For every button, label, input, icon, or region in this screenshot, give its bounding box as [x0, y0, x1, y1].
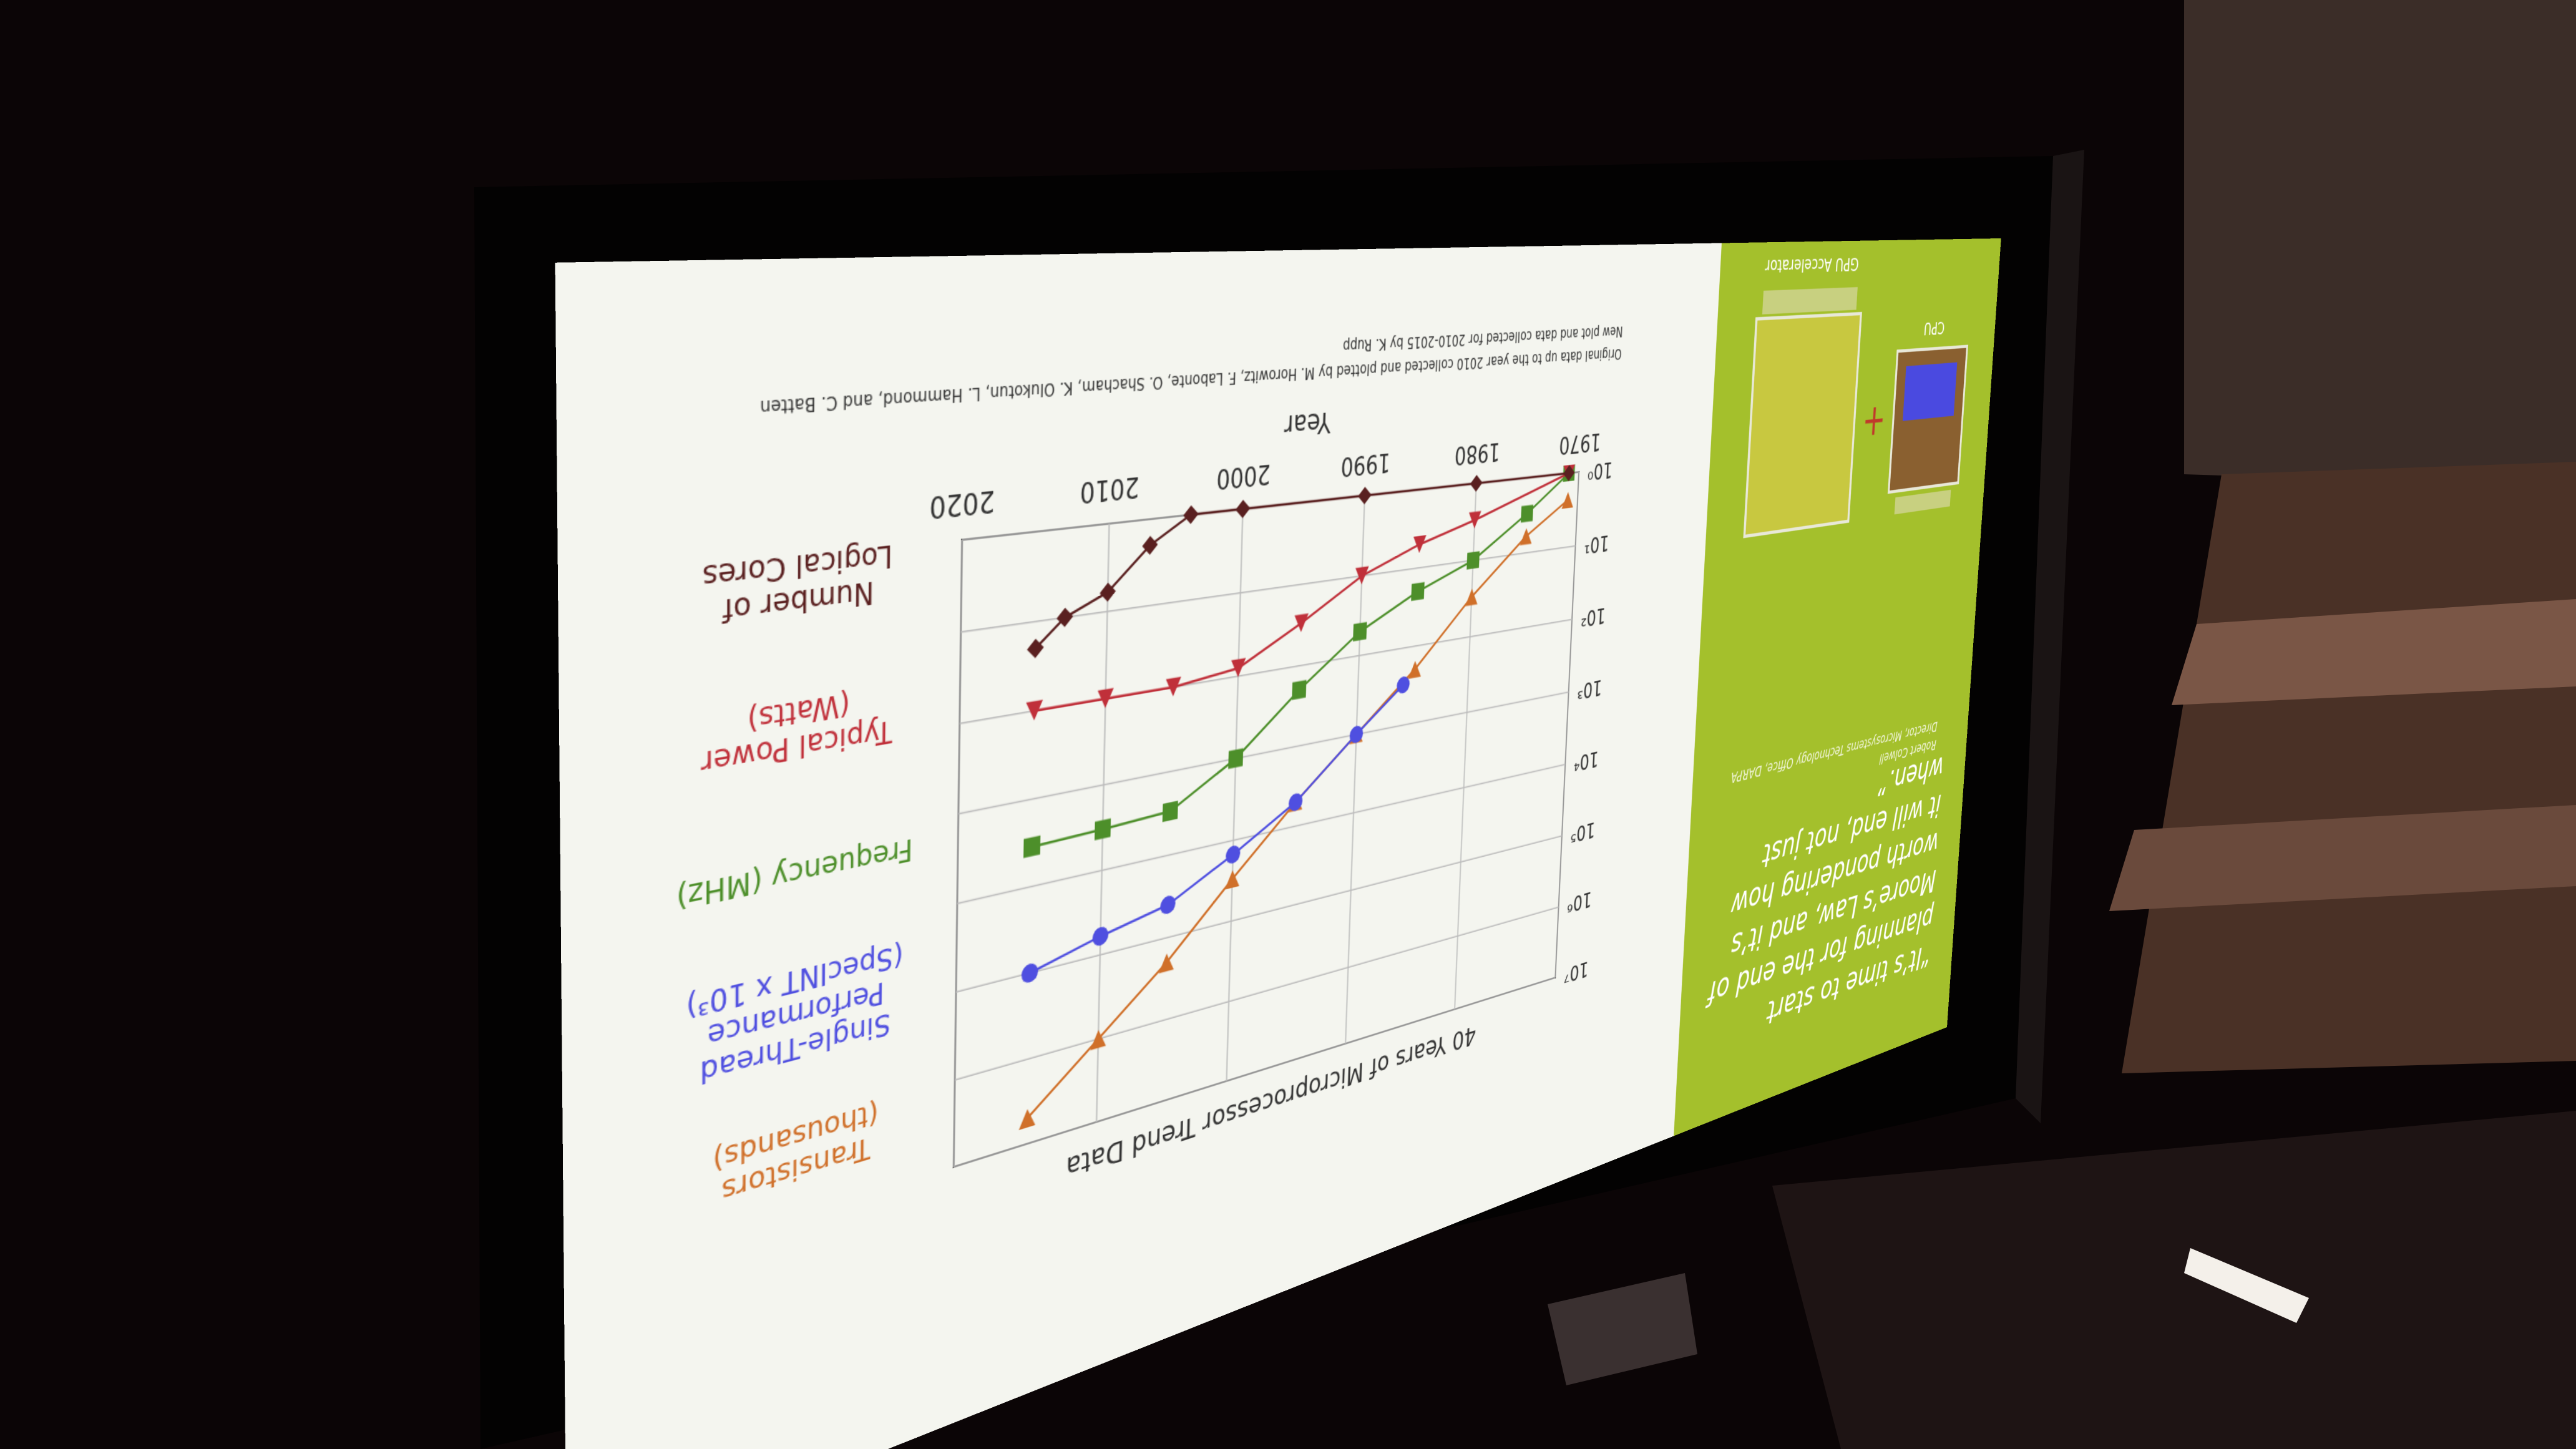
- trend-line: [1032, 473, 1569, 847]
- grid-line: [955, 907, 1558, 1080]
- data-point: [1292, 680, 1306, 700]
- data-point: [1160, 894, 1176, 916]
- data-point: [1022, 962, 1038, 985]
- y-tick-label: 10⁵: [1570, 816, 1596, 846]
- data-point: [1183, 505, 1199, 525]
- data-point: [1090, 1028, 1106, 1050]
- grid-line: [956, 836, 1562, 992]
- data-point: [1226, 844, 1241, 866]
- grid-line: [957, 764, 1565, 904]
- data-point: [1562, 491, 1574, 509]
- plus-sign: +: [1860, 395, 1888, 449]
- credit: Original data up to the year 2010 collec…: [760, 345, 1622, 417]
- data-point: [1411, 582, 1425, 601]
- data-point: [1397, 675, 1410, 695]
- x-tick-label: 2020: [929, 483, 995, 524]
- data-point: [1470, 474, 1483, 492]
- y-tick-label: 10⁰: [1587, 457, 1613, 484]
- x-tick-label: 2000: [1216, 457, 1271, 494]
- grid-line: [959, 692, 1569, 814]
- x-axis-label: Year: [1284, 406, 1332, 442]
- x-tick-label: 2010: [1080, 470, 1139, 509]
- gpu-label: GPU Accelerator: [1748, 253, 1875, 277]
- y-tick-label: 10¹: [1584, 530, 1610, 558]
- data-point: [1521, 505, 1533, 523]
- data-point: [1520, 527, 1532, 545]
- data-point: [1465, 588, 1478, 607]
- data-point: [1294, 613, 1309, 633]
- x-tick-label: 1980: [1454, 436, 1501, 469]
- plot-area: [954, 472, 1579, 1166]
- cpu-top: [1895, 490, 1951, 515]
- data-point: [1095, 818, 1111, 840]
- data-point: [1163, 801, 1178, 822]
- grid-line: [954, 540, 962, 1167]
- data-point: [1019, 1106, 1036, 1130]
- data-point: [1413, 535, 1427, 554]
- data-point: [1353, 622, 1367, 642]
- x-tick-label: 1970: [1559, 427, 1602, 459]
- gpu-bottom: [1762, 287, 1858, 315]
- chart-title: 40 Years of Microprocessor Trend Data: [1065, 1020, 1476, 1184]
- x-tick-label: 1990: [1340, 447, 1391, 482]
- grid-line: [954, 978, 1555, 1167]
- data-point: [1092, 925, 1108, 948]
- y-tick-label: 10⁴: [1573, 746, 1599, 775]
- trend-line: [1030, 685, 1403, 973]
- cpu-cores: [1903, 363, 1957, 421]
- data-point: [1023, 836, 1040, 858]
- grid-line: [961, 546, 1576, 632]
- y-tick-label: 10³: [1577, 674, 1603, 703]
- data-point: [1358, 486, 1372, 505]
- y-tick-label: 10⁶: [1567, 887, 1593, 917]
- data-point: [1466, 551, 1480, 569]
- gpu-chip: [1744, 314, 1861, 537]
- y-tick-label: 10²: [1580, 602, 1606, 630]
- data-point: [1228, 748, 1243, 769]
- y-tick-label: 10⁷: [1563, 956, 1589, 987]
- data-point: [1235, 499, 1250, 519]
- data-point: [1468, 511, 1481, 529]
- wall-panel: [2184, 0, 2576, 487]
